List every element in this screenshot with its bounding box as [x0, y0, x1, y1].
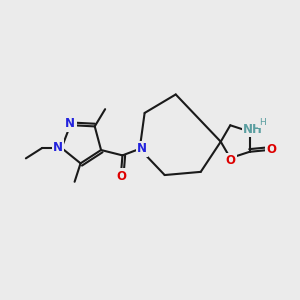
Text: O: O: [225, 154, 235, 167]
Text: O: O: [266, 143, 277, 156]
Text: N: N: [137, 142, 147, 155]
Text: O: O: [117, 170, 127, 183]
Text: NH: NH: [243, 123, 263, 136]
Text: N: N: [53, 141, 63, 154]
Text: N: N: [65, 117, 75, 130]
Text: H: H: [259, 118, 266, 127]
